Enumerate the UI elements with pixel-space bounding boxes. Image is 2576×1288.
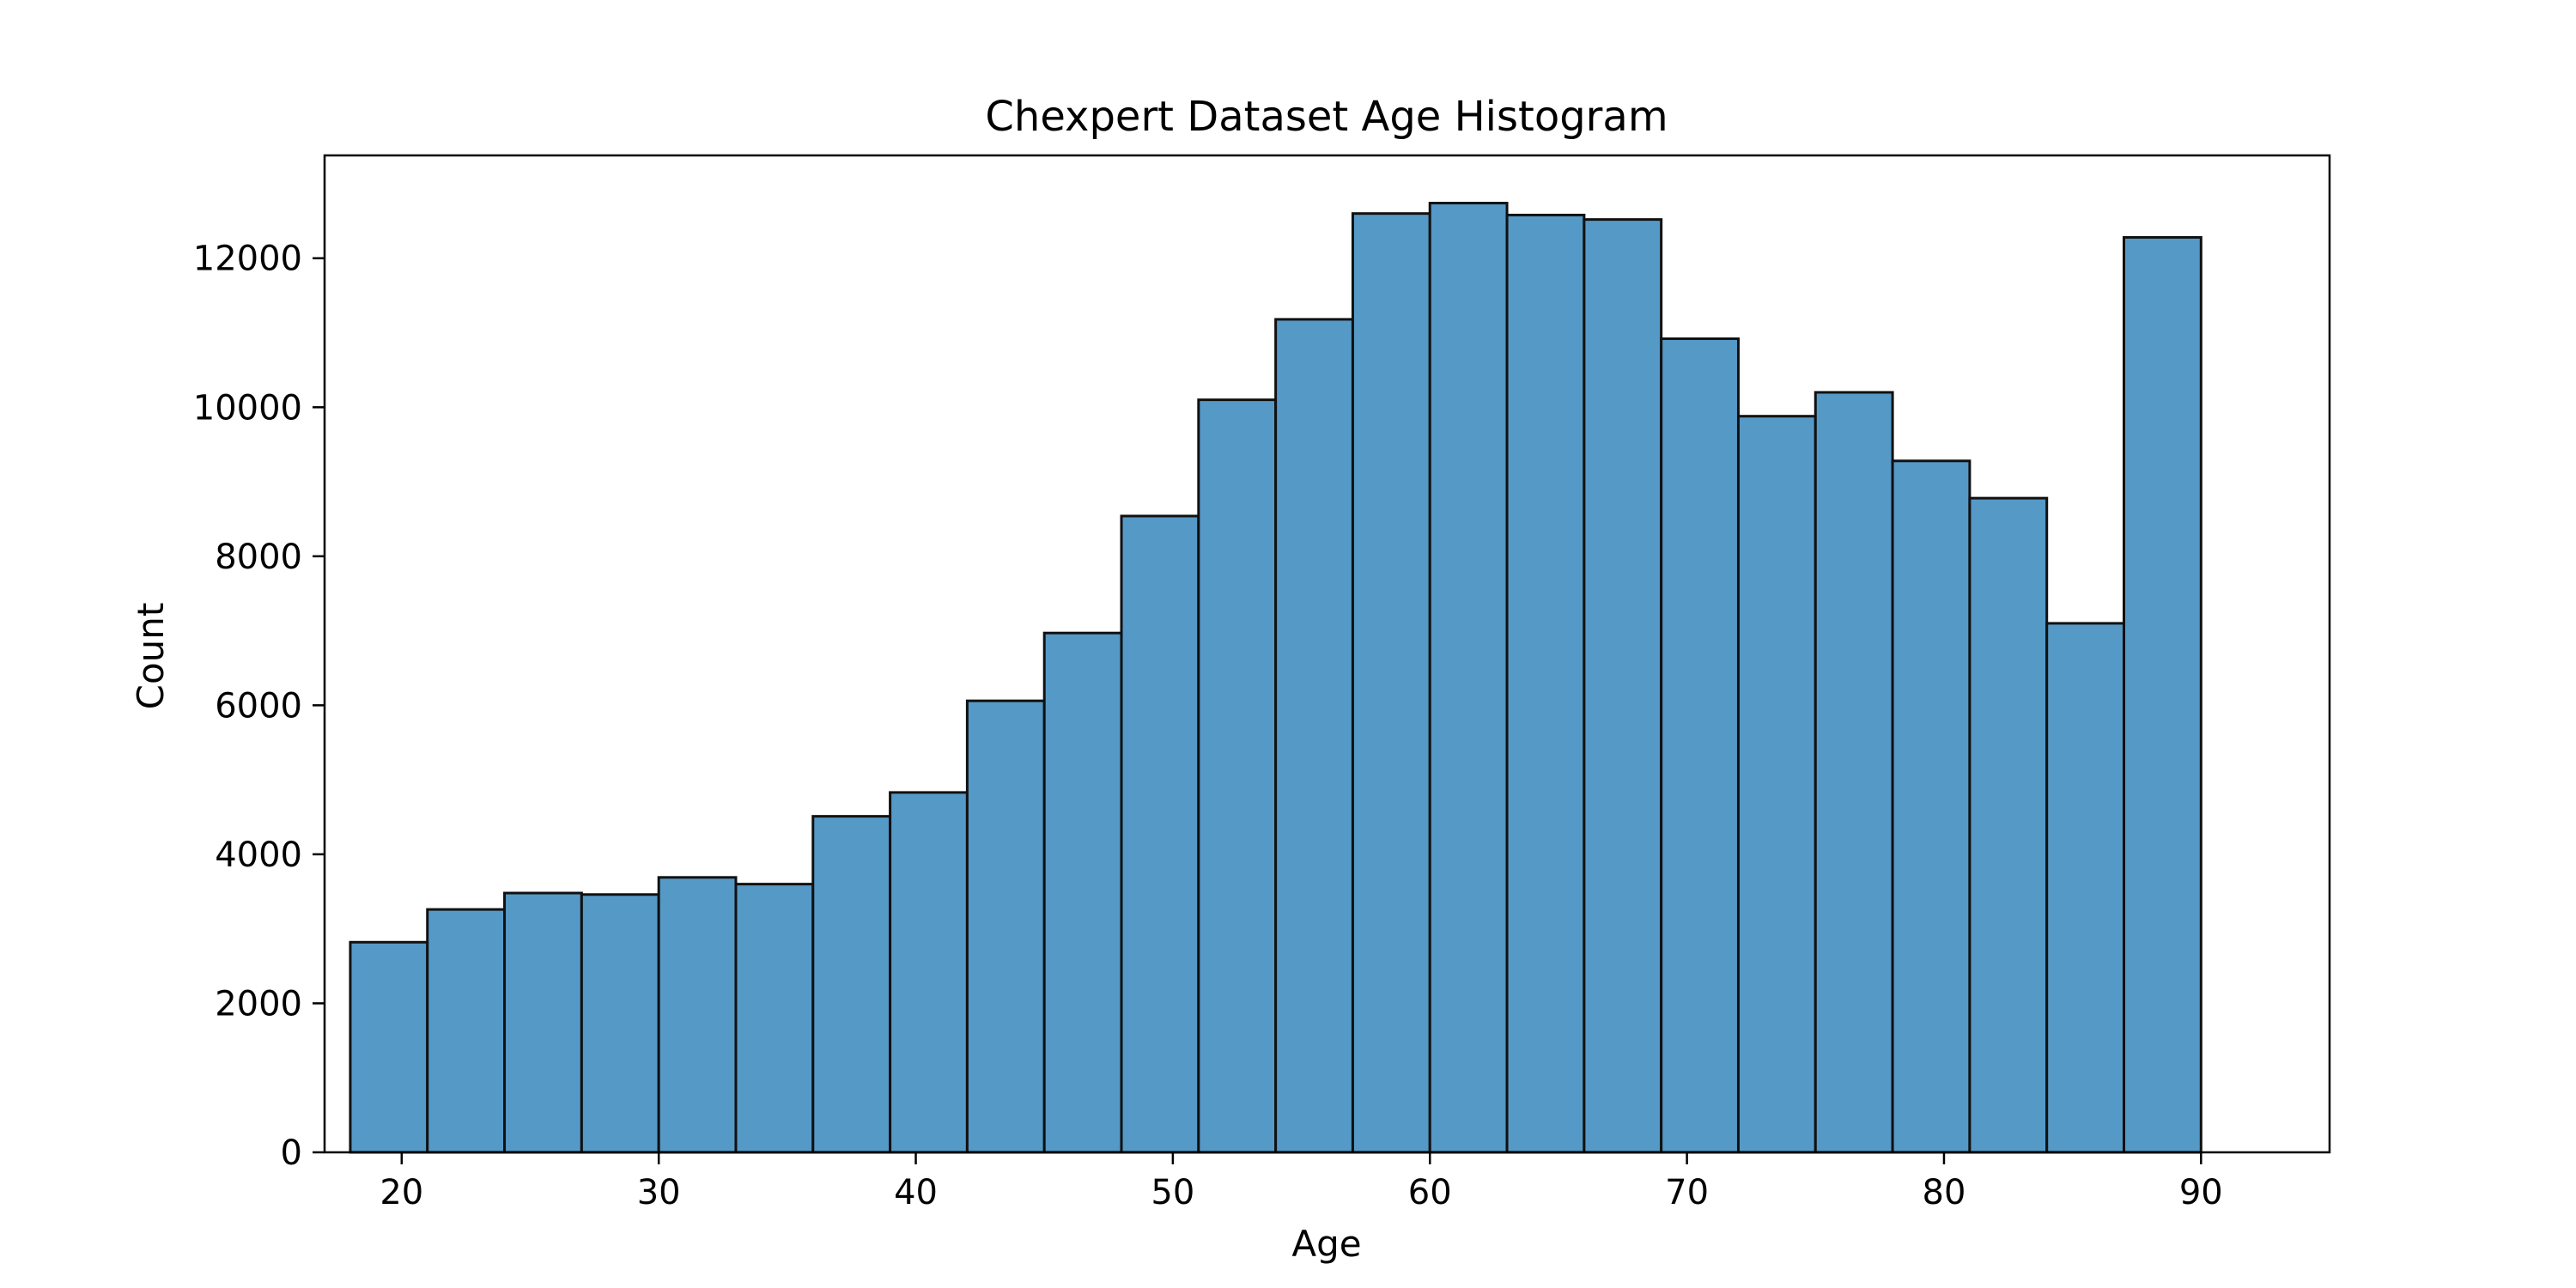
x-tick-label-70: 70: [1665, 1173, 1709, 1212]
x-tick-label-60: 60: [1408, 1173, 1452, 1212]
y-tick-label-6000: 6000: [215, 686, 302, 726]
chart-title: Chexpert Dataset Age Histogram: [985, 93, 1668, 141]
bars-group: [349, 202, 2202, 1154]
histogram-bar-33-36: [734, 883, 815, 1154]
histogram-bar-51-54: [1197, 398, 1278, 1154]
histogram-bar-63-66: [1505, 213, 1586, 1154]
y-tick-label-10000: 10000: [193, 388, 302, 428]
histogram-bar-78-81: [1891, 459, 1971, 1154]
histogram-bar-48-51: [1120, 514, 1200, 1154]
x-tick-label-80: 80: [1923, 1173, 1966, 1212]
x-tick-label-20: 20: [380, 1173, 423, 1212]
histogram-bar-75-78: [1814, 391, 1894, 1154]
y-tick-label-8000: 8000: [215, 538, 302, 577]
histogram-bar-69-72: [1660, 337, 1740, 1154]
histogram-bar-18-21: [349, 940, 429, 1154]
histogram-bar-24-27: [503, 891, 583, 1154]
histogram-bar-66-69: [1583, 218, 1663, 1154]
y-tick-label-0: 0: [281, 1133, 302, 1173]
histogram-bar-30-33: [657, 876, 738, 1154]
x-tick-label-50: 50: [1151, 1173, 1194, 1212]
ticks-group: 20 30 40 50 60 70 80 90 0 2000 4000 6000 8000 10000 12…: [193, 240, 2223, 1212]
y-tick-label-2000: 2000: [215, 984, 302, 1024]
histogram-bar-45-48: [1042, 631, 1123, 1154]
histogram-bar-27-30: [580, 893, 660, 1154]
y-axis-label: Count: [130, 603, 172, 710]
y-tick-label-4000: 4000: [215, 835, 302, 875]
x-tick-label-90: 90: [2179, 1173, 2223, 1212]
histogram-bar-36-39: [811, 815, 892, 1154]
histogram-bar-39-42: [889, 791, 969, 1154]
x-tick-label-40: 40: [894, 1173, 938, 1212]
plot-frame: [323, 154, 2331, 1154]
x-tick-label-30: 30: [637, 1173, 681, 1212]
histogram-bar-54-57: [1274, 318, 1354, 1154]
histogram-bar-87-90: [2123, 235, 2202, 1154]
histogram-bar-60-63: [1428, 202, 1509, 1154]
histogram-bar-84-87: [2045, 622, 2126, 1154]
y-tick-label-12000: 12000: [193, 240, 302, 279]
histogram-bar-21-24: [426, 908, 507, 1154]
histogram-bar-72-75: [1736, 415, 1817, 1154]
histogram-bar-42-45: [965, 699, 1046, 1154]
x-axis-label: Age: [1291, 1223, 1361, 1265]
histogram-bar-57-60: [1351, 212, 1431, 1154]
histogram-bar-81-84: [1968, 496, 2049, 1154]
